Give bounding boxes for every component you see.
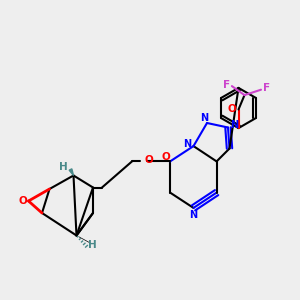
Text: O: O	[227, 104, 236, 115]
Text: H: H	[58, 162, 68, 172]
Polygon shape	[69, 169, 74, 175]
Text: N: N	[200, 112, 208, 123]
Text: F: F	[263, 83, 270, 93]
Text: O: O	[19, 196, 28, 206]
Text: H: H	[88, 239, 97, 250]
Text: N: N	[183, 139, 191, 149]
Text: O: O	[144, 155, 153, 165]
Text: F: F	[223, 80, 230, 90]
Text: N: N	[189, 209, 198, 220]
Text: O: O	[161, 152, 170, 162]
Text: N: N	[230, 119, 239, 130]
